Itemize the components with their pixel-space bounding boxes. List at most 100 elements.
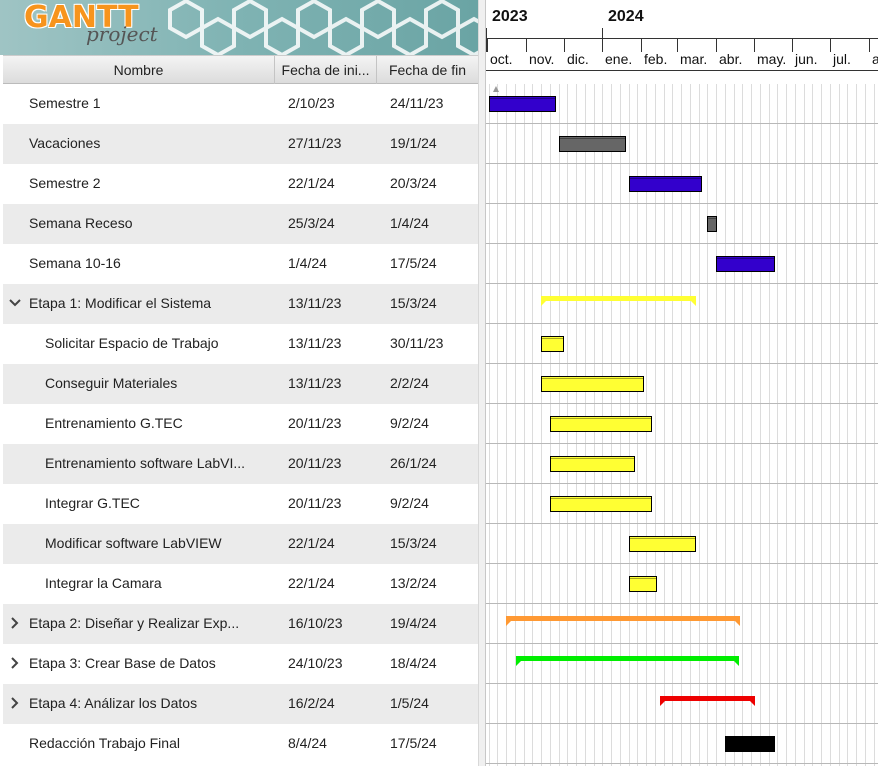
task-bar[interactable]: [629, 536, 696, 552]
chevron-right-icon[interactable]: [9, 617, 21, 629]
column-header-name[interactable]: Nombre: [3, 56, 275, 84]
task-start-date[interactable]: 13/11/23: [288, 335, 342, 351]
chevron-right-icon[interactable]: [9, 657, 21, 669]
task-row[interactable]: Redacción Trabajo Final 8/4/24 17/5/24: [3, 724, 478, 764]
task-bar[interactable]: [629, 176, 702, 192]
task-start-date[interactable]: 16/10/23: [288, 615, 343, 631]
task-bar[interactable]: [489, 96, 556, 112]
task-row[interactable]: Integrar G.TEC 20/11/23 9/2/24: [3, 484, 478, 524]
chevron-right-icon[interactable]: [9, 697, 21, 709]
task-name[interactable]: Entrenamiento G.TEC: [45, 415, 183, 431]
task-start-date[interactable]: 16/2/24: [288, 695, 335, 711]
task-name[interactable]: Vacaciones: [29, 135, 101, 151]
task-row[interactable]: Entrenamiento G.TEC 20/11/23 9/2/24: [3, 404, 478, 444]
task-end-date[interactable]: 9/2/24: [390, 495, 429, 511]
task-row[interactable]: Etapa 2: Diseñar y Realizar Exp... 16/10/…: [3, 604, 478, 644]
task-end-date[interactable]: 19/1/24: [390, 135, 437, 151]
task-end-date[interactable]: 1/5/24: [390, 695, 429, 711]
task-end-date[interactable]: 19/4/24: [390, 615, 437, 631]
task-bar[interactable]: [550, 416, 652, 432]
task-start-date[interactable]: 13/11/23: [288, 375, 342, 391]
chevron-down-icon[interactable]: [9, 297, 21, 309]
task-name[interactable]: Semestre 2: [29, 175, 101, 191]
task-start-date[interactable]: 20/11/23: [288, 415, 342, 431]
month-label: abr.: [719, 51, 742, 67]
task-start-date[interactable]: 20/11/23: [288, 495, 342, 511]
task-start-date[interactable]: 22/1/24: [288, 175, 335, 191]
column-header-end-date[interactable]: Fecha de fin: [388, 62, 467, 78]
task-start-date[interactable]: 2/10/23: [288, 95, 335, 111]
task-end-date[interactable]: 24/11/23: [390, 95, 444, 111]
summary-bar[interactable]: [506, 616, 740, 626]
task-start-date[interactable]: 13/11/23: [288, 295, 342, 311]
task-row[interactable]: Integrar la Camara 22/1/24 13/2/24: [3, 564, 478, 604]
task-name[interactable]: Redacción Trabajo Final: [29, 735, 180, 751]
task-row[interactable]: Etapa 1: Modificar el Sistema 13/11/23 15/…: [3, 284, 478, 324]
task-name[interactable]: Semana Receso: [29, 215, 133, 231]
task-row[interactable]: Etapa 3: Crear Base de Datos 24/10/23 18/4…: [3, 644, 478, 684]
task-bar[interactable]: [550, 496, 652, 512]
task-row[interactable]: Semana Receso 25/3/24 1/4/24: [3, 204, 478, 244]
task-row[interactable]: Solicitar Espacio de Trabajo 13/11/23 30/1…: [3, 324, 478, 364]
task-name[interactable]: Integrar la Camara: [45, 575, 162, 591]
month-label: jun.: [794, 51, 818, 67]
task-name[interactable]: Semestre 1: [29, 95, 101, 111]
task-end-date[interactable]: 15/3/24: [390, 295, 437, 311]
task-start-date[interactable]: 27/11/23: [288, 135, 342, 151]
task-end-date[interactable]: 30/11/23: [390, 335, 444, 351]
task-end-date[interactable]: 17/5/24: [390, 255, 437, 271]
task-name[interactable]: Conseguir Materiales: [45, 375, 178, 391]
task-bar[interactable]: [629, 576, 657, 592]
task-end-date[interactable]: 17/5/24: [390, 735, 437, 751]
task-row[interactable]: Semana 10-16 1/4/24 17/5/24: [3, 244, 478, 284]
task-name[interactable]: Entrenamiento software LabVI...: [45, 455, 245, 471]
task-row[interactable]: Conseguir Materiales 13/11/23 2/2/24: [3, 364, 478, 404]
task-name[interactable]: Etapa 4: Análizar los Datos: [29, 695, 198, 711]
column-header-start-date[interactable]: Fecha de ini...: [275, 56, 377, 84]
task-row[interactable]: Vacaciones 27/11/23 19/1/24: [3, 124, 478, 164]
task-name[interactable]: Etapa 3: Crear Base de Datos: [29, 655, 216, 671]
task-table-panel: GANTT project Nombre Fecha de ini... Fec…: [0, 0, 478, 764]
task-end-date[interactable]: 1/4/24: [390, 215, 429, 231]
task-bar[interactable]: [559, 136, 626, 152]
task-name[interactable]: Etapa 1: Modificar el Sistema: [29, 295, 212, 311]
summary-bar[interactable]: [541, 296, 696, 306]
month-label: may.: [757, 51, 786, 67]
task-end-date[interactable]: 9/2/24: [390, 415, 429, 431]
task-bar[interactable]: [707, 216, 717, 232]
task-start-date[interactable]: 24/10/23: [288, 655, 343, 671]
task-bar[interactable]: [541, 336, 564, 352]
task-start-date[interactable]: 22/1/24: [288, 535, 335, 551]
task-end-date[interactable]: 18/4/24: [390, 655, 437, 671]
summary-bar[interactable]: [516, 656, 739, 666]
task-bar[interactable]: [541, 376, 644, 392]
task-row[interactable]: Entrenamiento software LabVI... 20/11/23 2…: [3, 444, 478, 484]
task-name[interactable]: Modificar software LabVIEW: [45, 535, 222, 551]
panel-splitter[interactable]: [478, 0, 486, 766]
task-start-date[interactable]: 25/3/24: [288, 215, 335, 231]
task-end-date[interactable]: 26/1/24: [390, 455, 437, 471]
task-bar[interactable]: [725, 736, 775, 752]
task-row[interactable]: Semestre 1 2/10/23 24/11/23: [3, 84, 478, 124]
task-end-date[interactable]: 20/3/24: [390, 175, 437, 191]
task-bar[interactable]: [716, 256, 775, 272]
column-header-row: Nombre Fecha de ini... Fecha de fin: [3, 55, 478, 84]
task-row[interactable]: Semestre 2 22/1/24 20/3/24: [3, 164, 478, 204]
task-end-date[interactable]: 2/2/24: [390, 375, 429, 391]
task-end-date[interactable]: 15/3/24: [390, 535, 437, 551]
task-row[interactable]: Etapa 4: Análizar los Datos 16/2/24 1/5/24: [3, 684, 478, 724]
task-name[interactable]: Solicitar Espacio de Trabajo: [45, 335, 219, 351]
task-end-date[interactable]: 13/2/24: [390, 575, 437, 591]
task-name[interactable]: Integrar G.TEC: [45, 495, 140, 511]
task-name[interactable]: Etapa 2: Diseñar y Realizar Exp...: [29, 615, 240, 631]
gantt-chart[interactable]: 2023 2024 oct. nov. dic. ene. feb. mar. abr. may.…: [486, 0, 878, 766]
logo-sub-text: project: [86, 22, 158, 46]
task-bar[interactable]: [550, 456, 635, 472]
task-start-date[interactable]: 20/11/23: [288, 455, 342, 471]
task-name[interactable]: Semana 10-16: [29, 255, 121, 271]
task-row[interactable]: Modificar software LabVIEW 22/1/24 15/3/24: [3, 524, 478, 564]
task-start-date[interactable]: 1/4/24: [288, 255, 327, 271]
task-start-date[interactable]: 22/1/24: [288, 575, 335, 591]
summary-bar[interactable]: [660, 696, 755, 706]
task-start-date[interactable]: 8/4/24: [288, 735, 327, 751]
